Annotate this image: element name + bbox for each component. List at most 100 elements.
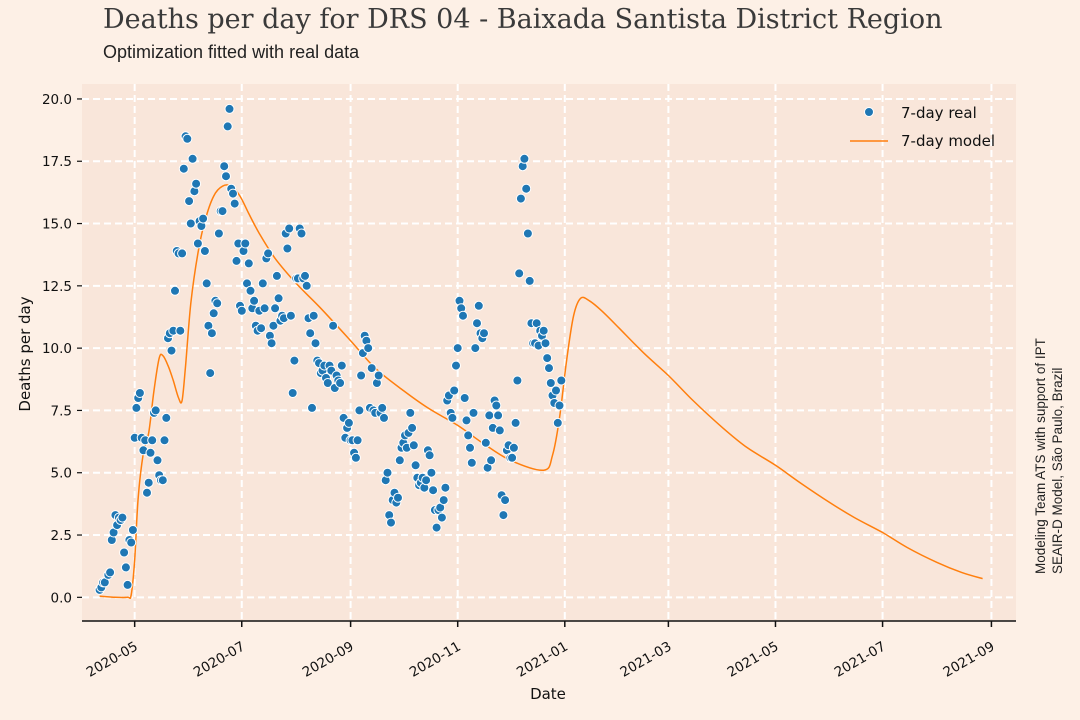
data-point <box>175 325 186 336</box>
data-point <box>105 567 116 578</box>
data-point <box>217 206 228 217</box>
data-point <box>147 435 158 446</box>
data-point <box>131 402 142 413</box>
data-point <box>542 353 553 364</box>
data-point <box>470 343 481 354</box>
data-point <box>522 228 533 239</box>
data-point <box>284 223 295 234</box>
data-point <box>282 243 293 254</box>
data-point <box>507 452 518 463</box>
y-tick-label: 0.0 <box>51 590 72 606</box>
data-point <box>142 487 152 498</box>
data-point <box>421 475 432 486</box>
data-point <box>308 310 319 321</box>
legend-label-model: 7-day model <box>901 132 995 150</box>
data-point <box>538 325 549 336</box>
data-point <box>228 188 238 199</box>
data-point <box>271 270 282 281</box>
x-axis-title: Date <box>530 685 566 703</box>
data-point <box>405 407 416 418</box>
data-point <box>263 248 274 259</box>
data-point <box>386 517 396 528</box>
data-point <box>212 298 223 309</box>
x-tick-label: 2021-03 <box>618 639 675 681</box>
y-tick-label: 17.5 <box>42 154 72 170</box>
data-point <box>208 308 219 319</box>
data-point <box>458 310 468 321</box>
data-point <box>152 455 163 466</box>
data-point <box>117 512 128 523</box>
data-point <box>447 412 458 423</box>
data-point <box>424 450 435 461</box>
y-tick-label: 15.0 <box>42 217 72 233</box>
data-point <box>354 405 365 416</box>
data-point <box>508 442 519 453</box>
x-tick-label: 2020-11 <box>407 639 464 681</box>
data-point <box>257 278 268 289</box>
data-point <box>514 268 525 279</box>
data-point <box>143 477 154 488</box>
grid <box>82 84 1016 621</box>
data-point <box>206 328 217 339</box>
data-point <box>438 495 449 506</box>
data-point <box>524 275 535 286</box>
plot-area <box>82 84 1016 621</box>
data-point <box>472 318 482 329</box>
data-point <box>350 452 361 463</box>
data-point <box>335 378 346 388</box>
data-point <box>191 178 202 189</box>
data-point <box>366 363 377 374</box>
y-tick-label: 20.0 <box>42 92 72 108</box>
data-point <box>296 228 307 239</box>
data-point <box>236 305 247 316</box>
data-point <box>461 415 472 426</box>
data-point <box>515 193 526 204</box>
data-point <box>551 385 561 396</box>
data-point <box>519 153 530 164</box>
data-point <box>185 218 196 229</box>
data-point <box>498 510 509 521</box>
data-point <box>127 525 138 535</box>
data-point <box>224 103 235 114</box>
data-point <box>157 475 168 486</box>
data-point <box>266 338 277 349</box>
data-point <box>363 343 374 354</box>
data-point <box>159 435 170 446</box>
data-point <box>352 435 363 446</box>
data-point <box>122 579 133 590</box>
data-point <box>213 228 224 239</box>
data-point <box>219 161 230 172</box>
data-point <box>307 402 317 413</box>
data-point <box>382 467 393 478</box>
data-point <box>187 153 198 164</box>
data-point <box>486 455 497 466</box>
x-tick-label: 2021-07 <box>832 639 889 681</box>
data-point <box>161 412 172 423</box>
data-point <box>170 285 180 296</box>
data-point <box>166 345 177 356</box>
data-point <box>356 370 367 381</box>
data-point <box>554 400 565 411</box>
data-point <box>245 285 256 296</box>
real-points <box>94 103 567 595</box>
data-point <box>479 328 489 339</box>
data-point <box>426 467 437 478</box>
x-tick-label: 2021-05 <box>725 639 782 681</box>
y-tick-label: 12.5 <box>42 279 72 295</box>
data-point <box>451 360 461 371</box>
data-point <box>510 417 521 428</box>
data-point <box>463 430 474 441</box>
data-point <box>229 198 240 209</box>
y-tick-label: 10.0 <box>42 341 72 357</box>
data-point <box>521 183 532 194</box>
data-point <box>199 246 210 256</box>
data-point <box>452 343 463 354</box>
data-point <box>328 320 339 331</box>
data-point <box>205 368 216 379</box>
data-point <box>119 547 130 558</box>
data-point <box>449 385 460 396</box>
data-point <box>394 455 405 466</box>
data-point <box>468 407 479 418</box>
data-point <box>491 400 502 411</box>
data-point <box>556 375 567 386</box>
